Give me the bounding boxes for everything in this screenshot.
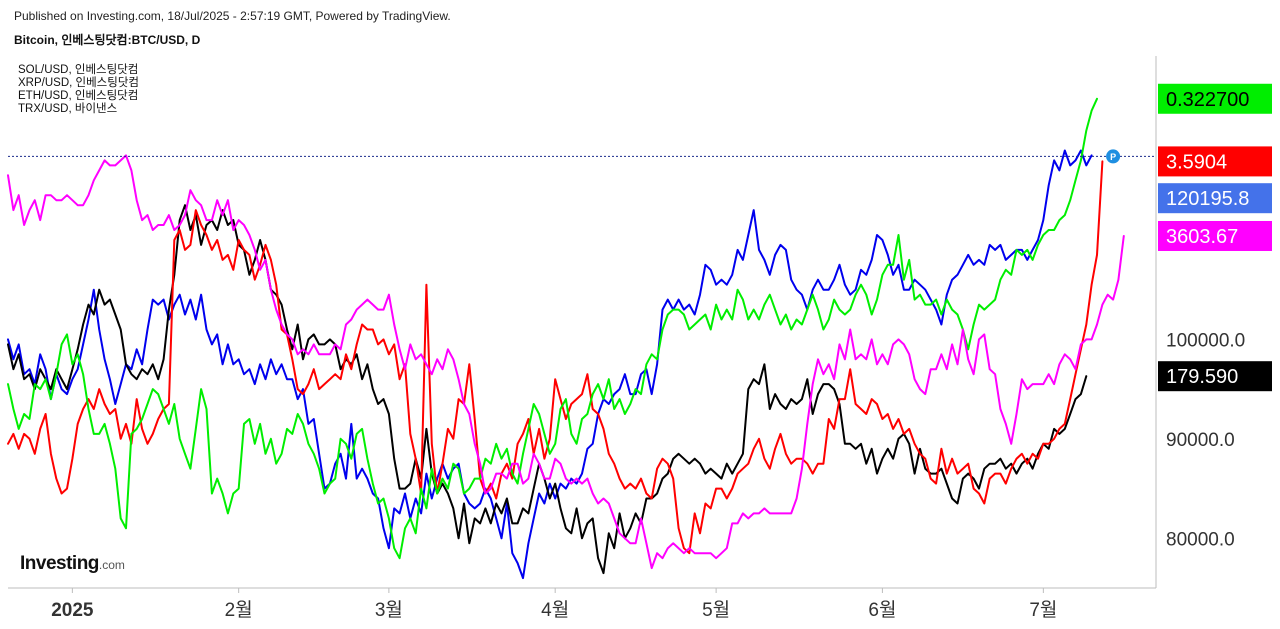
- x-tick-label: 7월: [1029, 599, 1057, 621]
- chart-title: Bitcoin, 인베스팅닷컴:BTC/USD, D: [14, 33, 201, 47]
- x-tick-label: 3월: [375, 599, 403, 621]
- legend: SOL/USD, 인베스팅닷컴 XRP/USD, 인베스팅닷컴 ETH/USD,…: [18, 64, 139, 116]
- logo-suffix: .com: [98, 558, 125, 572]
- marker-label: P: [1110, 152, 1116, 162]
- investing-logo: Investing.com: [20, 553, 125, 575]
- series-line: [7, 97, 1098, 560]
- marker-dot: [1106, 149, 1121, 164]
- price-tag-box: [1158, 361, 1272, 392]
- y-tick-label: 90000.0: [1166, 430, 1235, 451]
- legend-entry-eth[interactable]: ETH/USD, 인베스팅닷컴: [18, 90, 139, 102]
- price-tag-label: 3.5904: [1166, 151, 1227, 173]
- series-line: [7, 154, 1125, 570]
- series-layer: [7, 97, 1125, 580]
- price-tag-box: [1158, 146, 1272, 177]
- published-note: Published on Investing.com, 18/Jul/2025 …: [14, 9, 451, 23]
- price-tag-label: 179.590: [1166, 366, 1238, 388]
- price-tag-label: 120195.8: [1166, 188, 1249, 210]
- x-tick-label: 2월: [225, 599, 253, 621]
- x-tick-label: 6월: [868, 599, 896, 621]
- legend-entry-sol[interactable]: SOL/USD, 인베스팅닷컴: [18, 64, 139, 76]
- x-tick-label: 4월: [541, 599, 569, 621]
- price-tag-box: [1158, 183, 1272, 214]
- price-tag-label: 3603.67: [1166, 226, 1238, 248]
- price-tag-label: 0.322700: [1166, 89, 1249, 111]
- x-axis-ticks: 2025 2월 3월 4월 5월 6월 7월: [51, 588, 1057, 621]
- y-tick-label: 80000.0: [1166, 529, 1235, 550]
- series-line: [7, 160, 1104, 555]
- x-tick-label: 5월: [702, 599, 730, 621]
- series-line: [7, 204, 1088, 575]
- x-tick-label: 2025: [51, 600, 94, 621]
- y-tick-label: 100000.0: [1166, 330, 1245, 351]
- logo-text: Investing: [20, 553, 99, 574]
- price-tags: 0.322700 3.5904 120195.8 3603.67 179.590: [1158, 83, 1272, 392]
- series-line: [7, 149, 1093, 580]
- legend-entry-xrp[interactable]: XRP/USD, 인베스팅닷컴: [18, 77, 139, 89]
- overlay-layer: P: [8, 149, 1156, 164]
- price-tag-box: [1158, 220, 1272, 251]
- price-tag-box: [1158, 83, 1272, 114]
- legend-entry-trx[interactable]: TRX/USD, 바이낸스: [18, 103, 118, 115]
